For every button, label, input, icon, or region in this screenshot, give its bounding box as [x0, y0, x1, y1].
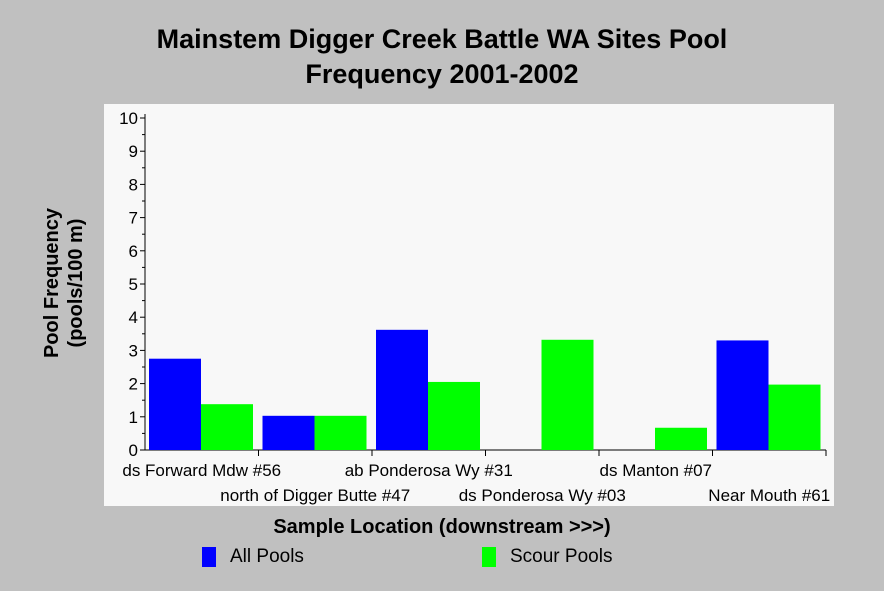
legend-entry-scour-pools: Scour Pools [482, 546, 612, 568]
bar-all-pools [149, 358, 201, 450]
x-tick-label: ds Manton #07 [600, 461, 712, 480]
bar-scour-pools [201, 404, 253, 450]
y-axis-label-line-1: Pool Frequency [41, 207, 63, 359]
legend-swatch-all-pools [202, 547, 216, 567]
chart-title: Mainstem Digger Creek Battle WA Sites Po… [0, 22, 884, 92]
y-tick-label: 6 [129, 242, 138, 261]
bar-all-pools [716, 340, 769, 450]
bar-all-pools [376, 329, 428, 450]
y-tick-label: 4 [129, 308, 138, 327]
chart-title-line-2: Frequency 2001-2002 [305, 59, 579, 89]
y-tick-label: 7 [129, 209, 138, 228]
x-tick-label: ds Forward Mdw #56 [122, 461, 281, 480]
y-tick-label: 3 [129, 341, 138, 360]
y-tick-label: 9 [129, 142, 138, 161]
bar-scour-pools [314, 415, 367, 450]
y-axis-label-line-2: (pools/100 m) [65, 218, 87, 348]
x-axis-label: Sample Location (downstream >>>) [273, 516, 611, 538]
legend-label-scour-pools: Scour Pools [510, 546, 613, 567]
legend-label-all-pools: All Pools [230, 546, 304, 567]
bar-scour-pools [768, 384, 821, 450]
x-tick-label: north of Digger Butte #47 [220, 486, 410, 505]
y-tick-label: 1 [129, 408, 138, 427]
bar-scour-pools [655, 427, 707, 450]
bar-scour-pools [428, 381, 480, 450]
chart-title-line-1: Mainstem Digger Creek Battle WA Sites Po… [156, 24, 728, 54]
bar-all-pools [262, 415, 315, 450]
y-tick-label: 8 [129, 175, 138, 194]
bar-scour-pools [541, 339, 594, 450]
y-tick-label: 0 [129, 441, 138, 460]
legend-swatch-scour-pools [482, 547, 496, 567]
legend-entry-all-pools: All Pools [202, 546, 304, 568]
y-tick-label: 5 [129, 275, 138, 294]
y-tick-label: 2 [129, 375, 138, 394]
x-tick-label: Near Mouth #61 [708, 486, 830, 505]
x-tick-label: ab Ponderosa Wy #31 [345, 461, 513, 480]
x-tick-label: ds Ponderosa Wy #03 [459, 486, 626, 505]
y-tick-label: 10 [119, 109, 138, 128]
